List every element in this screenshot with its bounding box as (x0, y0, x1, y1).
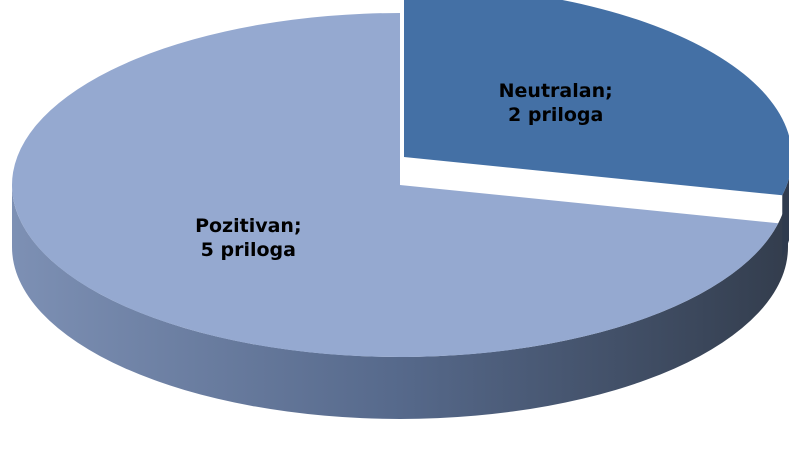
pie-slice (404, 0, 789, 196)
slice: Pozitivan;5 priloga (12, 13, 779, 357)
slice-value-label: 5 priloga (201, 239, 296, 261)
pie-side (12, 185, 788, 419)
slice-side (782, 178, 789, 258)
slice: Neutralan;2 priloga (404, 0, 789, 258)
slice-category: Pozitivan; (195, 215, 301, 237)
slice-category: Neutralan; (499, 80, 613, 102)
slice-value-label: 2 priloga (508, 104, 603, 126)
pie-slice (12, 13, 779, 357)
